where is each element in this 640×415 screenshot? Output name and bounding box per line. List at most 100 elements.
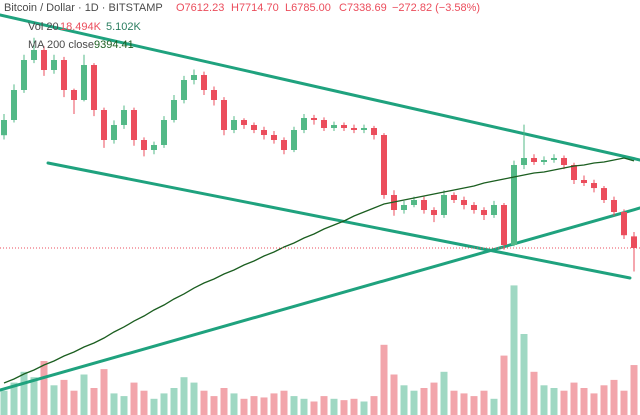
candle-body [581, 180, 587, 184]
candle-body [471, 205, 477, 210]
volume-bar [630, 365, 638, 415]
volume-bar [510, 285, 518, 415]
volume-bar [120, 396, 128, 415]
volume-bar [520, 334, 528, 415]
candle-body [431, 210, 437, 215]
volume-bar [100, 369, 108, 415]
volume-bar [270, 393, 278, 415]
candle-body [561, 158, 567, 165]
candle-body [371, 128, 377, 135]
candle-body [601, 188, 607, 200]
candle-body [401, 205, 407, 210]
volume-bar [250, 396, 258, 415]
candle-body [351, 128, 357, 130]
volume-bar [190, 382, 198, 415]
volume-bar [440, 371, 448, 415]
volume-bar [40, 361, 48, 415]
trendline [0, 206, 640, 392]
candle-body [511, 165, 517, 245]
volume-bar [460, 393, 468, 415]
candle-body [441, 195, 447, 215]
candle-body [61, 60, 67, 90]
change: −272.82 (−3.58%) [392, 2, 480, 14]
volume-bar [20, 371, 28, 415]
volume-bar [200, 390, 208, 415]
volume-pane [0, 285, 638, 415]
volume-bar [540, 385, 548, 415]
candle-body [191, 75, 197, 80]
candle-body [331, 125, 337, 129]
volume-bar [490, 398, 498, 415]
ma-line [3, 157, 635, 384]
volume-bar [450, 390, 458, 415]
volume-bar [130, 382, 138, 415]
candle-body [521, 158, 527, 165]
volume-bar [530, 371, 538, 415]
volume-bar [400, 385, 408, 415]
candle-body [421, 200, 427, 210]
candle-body [251, 125, 257, 130]
candle-body [71, 90, 77, 100]
volume-value: 18.494K [60, 21, 102, 33]
candle-body [541, 160, 547, 162]
volume-bar [290, 396, 298, 415]
candle-body [631, 236, 637, 248]
volume-bar [350, 398, 358, 415]
ohlc: L6785.00 [285, 2, 331, 14]
ohlc: C7338.69 [339, 2, 387, 14]
candle-body [321, 120, 327, 129]
volume-bar [280, 390, 288, 415]
candle-body [481, 210, 487, 215]
volume-bar [500, 355, 508, 415]
volume-bar [240, 398, 248, 415]
candle-body [141, 140, 147, 150]
volume-bar [570, 382, 578, 415]
volume-bar [80, 374, 88, 415]
candle-body [261, 130, 267, 135]
ma-value: 9394.41 [94, 39, 134, 51]
volume-bar [390, 374, 398, 415]
volume-bar [0, 390, 8, 415]
volume-bar [310, 401, 318, 415]
candle-body [161, 120, 167, 145]
candle-body [591, 183, 597, 189]
candle-body [571, 165, 577, 180]
volume-bar [360, 401, 368, 415]
candle-body [11, 90, 17, 120]
volume-bar [580, 388, 588, 415]
candle-body [341, 125, 347, 129]
candle-body [231, 120, 237, 130]
candle-body [171, 100, 177, 120]
volume-bar [260, 397, 268, 415]
ma-label: MA 200 close [28, 39, 94, 51]
candle-body [461, 200, 467, 205]
candle-body [31, 50, 37, 60]
volume-bar [220, 388, 228, 415]
volume-bar [420, 388, 428, 415]
candle-body [411, 200, 417, 205]
volume-bar [300, 398, 308, 415]
volume-bar [70, 390, 78, 415]
candle-body [451, 195, 457, 200]
candle-body [21, 60, 27, 90]
volume-bar [330, 398, 338, 415]
candle-body [501, 205, 507, 245]
candle-body [91, 65, 97, 110]
volume-bar [180, 377, 188, 415]
candle-body [611, 200, 617, 212]
candle-body [491, 205, 497, 215]
volume-ma-value: 5.102K [106, 21, 142, 33]
volume-bar [470, 396, 478, 415]
candle-body [101, 110, 107, 140]
volume-bar [150, 398, 158, 415]
volume-bar [30, 377, 38, 415]
candle-body [301, 118, 307, 130]
candle-body [121, 110, 127, 125]
volume-bar [620, 390, 628, 415]
volume-bar [170, 388, 178, 415]
candle-body [111, 125, 117, 140]
volume-bar [90, 388, 98, 415]
volume-bar [60, 379, 68, 415]
